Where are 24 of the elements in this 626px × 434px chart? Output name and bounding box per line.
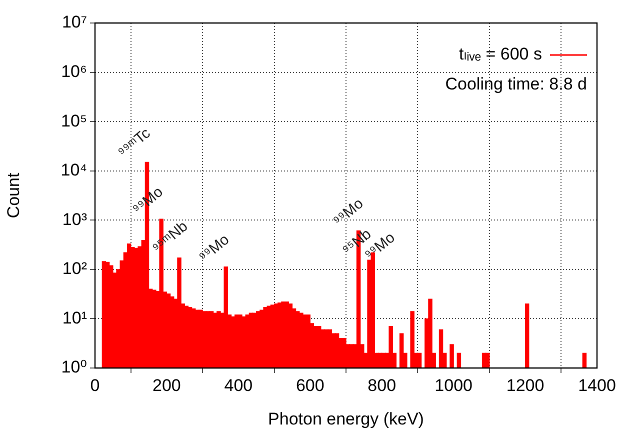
x-tick-label: 1200 [506,376,544,395]
x-tick-label: 800 [368,376,396,395]
y-axis-title: Count [4,172,23,218]
annotation: ⁹⁹Mo [330,195,367,230]
legend-label: tₗᵢᵥₑ = 600 s [459,44,542,64]
y-tick-label: 10⁰ [61,358,88,377]
annotation: ⁹⁹Mo [196,231,233,266]
y-tick-label: 10³ [62,210,88,229]
y-tick-label: 10⁴ [60,160,87,180]
x-tick-label: 200 [152,376,181,395]
y-tick-label: 10¹ [62,308,88,328]
x-axis-title: Photon energy (keV) [268,409,424,428]
annotation: Cooling time: 8.8 d [445,74,587,94]
y-tick-label: 10⁶ [61,62,87,81]
x-tick-label: 0 [90,376,100,395]
x-tick-label: 1000 [434,376,472,395]
y-tick-label: 10⁵ [61,111,87,130]
annotation: ⁹⁹Mo [130,183,166,218]
x-tick-label: 1400 [578,376,616,395]
y-tick-label: 10² [62,259,88,278]
annotation: ⁹⁹ᵐTc [114,124,154,162]
x-tick-label: 600 [296,376,324,395]
x-tick-label: 400 [224,376,253,395]
y-tick-label: 10⁷ [62,12,87,32]
